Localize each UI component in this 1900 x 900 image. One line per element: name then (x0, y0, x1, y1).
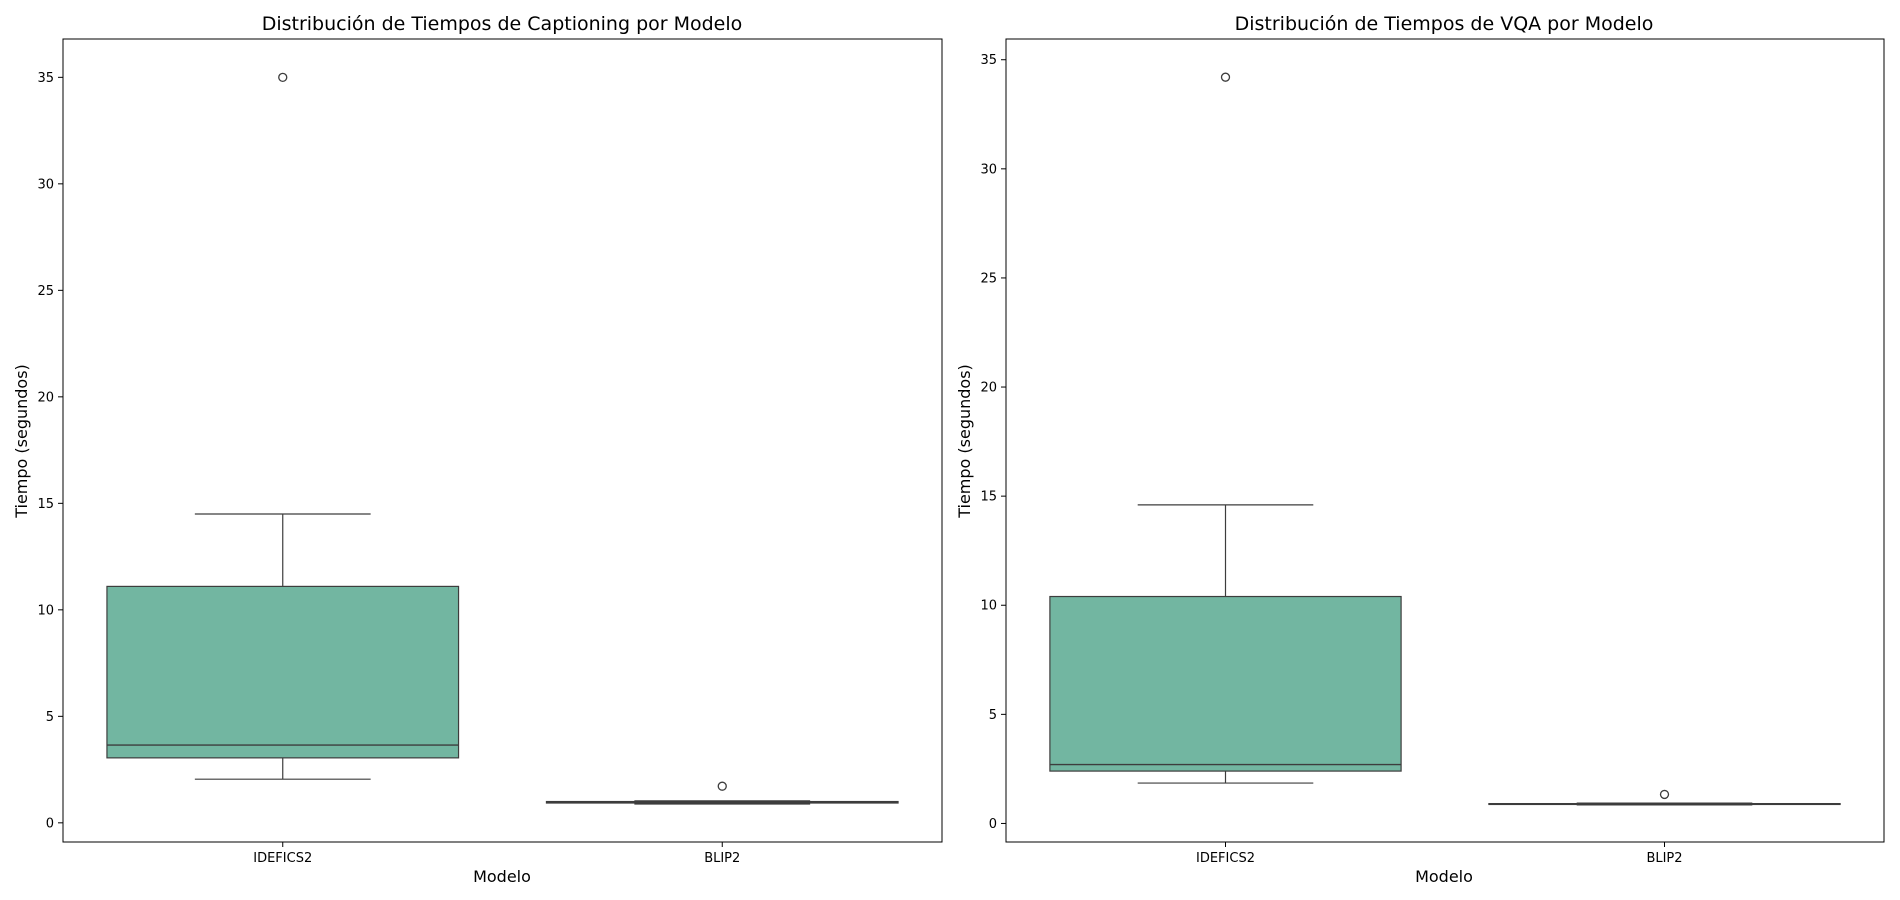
box-blip2 (1488, 789, 1841, 806)
axes-frame (62, 38, 943, 843)
y-tick-label: 15 (37, 497, 54, 512)
y-tick-label: 30 (37, 177, 54, 192)
y-tick-label: 5 (46, 710, 54, 725)
y-axis-label: Tiempo (segundos) (12, 364, 31, 519)
iqr-box (106, 585, 460, 759)
y-tick-label: 0 (989, 817, 997, 832)
y-tick-label: 15 (980, 490, 997, 505)
chart-marks: 0 5 10 15 20 25 30 35 IDEFICS2 BLIP2 (37, 38, 943, 866)
y-tick-label: 20 (37, 390, 54, 405)
box-idefics2 (106, 72, 460, 780)
axes-frame (1005, 38, 1885, 843)
y-tick-label: 20 (980, 381, 997, 396)
box-idefics2 (1049, 72, 1402, 784)
y-tick-label: 35 (980, 53, 997, 68)
y-tick-label: 10 (37, 603, 54, 618)
iqr-box (1049, 595, 1402, 772)
y-tick-label: 25 (980, 271, 997, 286)
outlier-point (1220, 72, 1231, 82)
box-blip2 (545, 781, 899, 805)
x-tick-label: BLIP2 (1646, 851, 1682, 866)
outlier-point (717, 781, 727, 791)
captioning-chart: Distribución de Tiempos de Captioning po… (12, 13, 943, 886)
chart-title: Distribución de Tiempos de VQA por Model… (1235, 13, 1654, 35)
x-axis-label: Modelo (473, 867, 531, 886)
chart-title: Distribución de Tiempos de Captioning po… (262, 13, 743, 35)
y-tick-label: 30 (980, 162, 997, 177)
chart-marks: 0 5 10 15 20 25 30 35 IDEFICS2 BLIP2 (980, 38, 1885, 866)
y-tick-label: 10 (980, 599, 997, 614)
outlier-point (278, 72, 288, 82)
x-tick-label: BLIP2 (704, 851, 740, 866)
outlier-point (1659, 789, 1670, 800)
y-axis-label: Tiempo (segundos) (955, 364, 974, 519)
x-tick-label: IDEFICS2 (1196, 851, 1255, 866)
y-tick-label: 35 (37, 71, 54, 86)
vqa-chart: Distribución de Tiempos de VQA por Model… (955, 13, 1885, 886)
x-tick-label: IDEFICS2 (253, 851, 312, 866)
y-tick-label: 0 (46, 816, 54, 831)
y-tick-label: 25 (37, 284, 54, 299)
y-tick-label: 5 (989, 708, 997, 723)
x-axis-label: Modelo (1415, 867, 1473, 886)
